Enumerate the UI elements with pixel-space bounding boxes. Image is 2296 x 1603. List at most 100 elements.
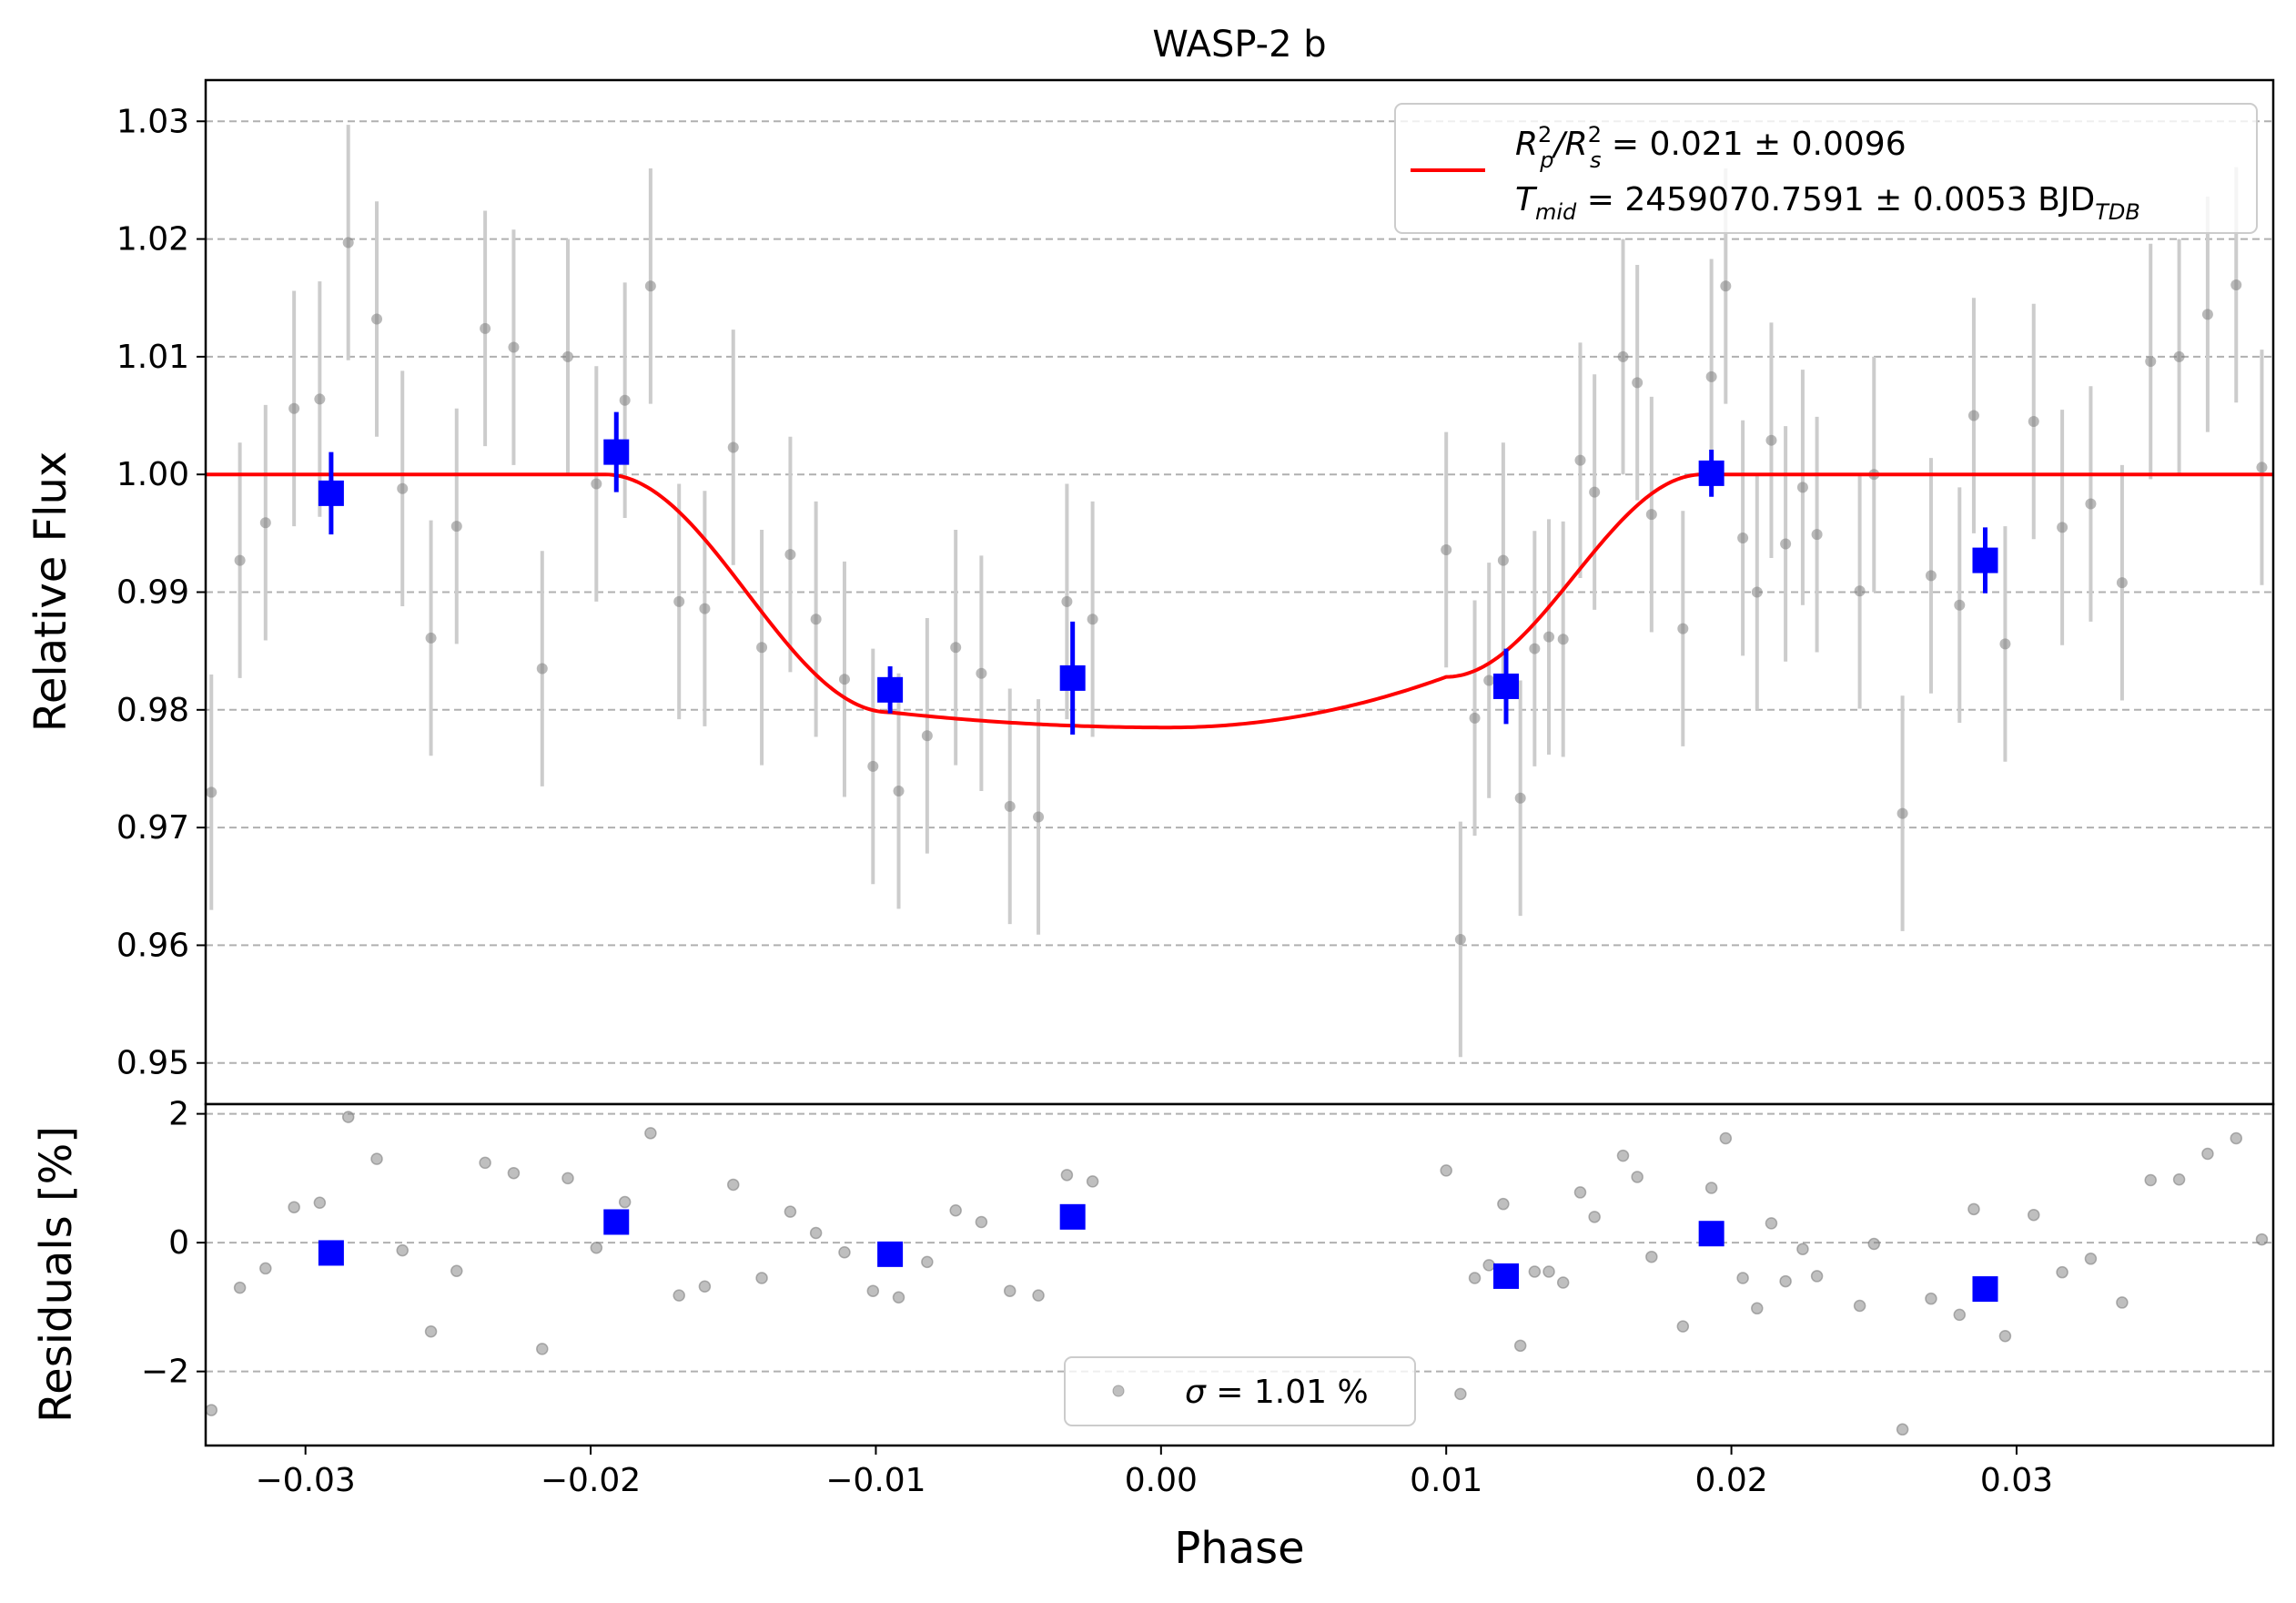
- flux-raw-point: [1705, 370, 1717, 382]
- flux-raw-point: [1543, 631, 1555, 643]
- residuals-raw-point: [341, 1111, 355, 1123]
- flux-legend-box: [1394, 103, 2258, 234]
- x-tick-label: 0.00: [1125, 1462, 1198, 1499]
- flux-binned-point: [1698, 460, 1725, 486]
- flux-raw-point: [536, 663, 548, 675]
- flux-raw-point: [508, 341, 520, 353]
- residuals-raw-point: [370, 1152, 383, 1165]
- flux-raw-point: [397, 482, 409, 494]
- residuals-raw-point: [2056, 1265, 2068, 1279]
- flux-panel: 0.95 0.96 0.97 0.98 0.99 1.00 1.01 1.02 1.03 R2 p…: [116, 78, 2275, 1106]
- residuals-raw-point: [1765, 1217, 1778, 1230]
- flux-binned-point: [318, 480, 344, 506]
- flux-y-tick-label: 1.00: [116, 456, 189, 493]
- flux-y-tick-label: 0.95: [116, 1045, 189, 1082]
- residuals-raw-point: [1967, 1202, 1980, 1216]
- residuals-binned-point: [318, 1240, 344, 1266]
- residuals-raw-point: [1482, 1259, 1495, 1272]
- residuals-legend: σ = 1.01 %: [1064, 1356, 1416, 1426]
- residuals-raw-point: [1528, 1265, 1542, 1278]
- residuals-raw-point: [424, 1325, 438, 1338]
- residuals-raw-point: [1003, 1284, 1017, 1297]
- residuals-raw-point: [507, 1166, 521, 1180]
- flux-y-tick-label: 0.99: [116, 574, 189, 612]
- residuals-raw-point: [1631, 1171, 1644, 1183]
- flux-raw-point: [2085, 498, 2097, 510]
- transit-model-curve: [206, 472, 2273, 730]
- flux-raw-point: [288, 402, 300, 414]
- flux-raw-point: [1896, 807, 1908, 819]
- flux-raw-point: [1617, 350, 1629, 362]
- flux-raw-point: [2028, 416, 2039, 427]
- flux-raw-point: [1811, 529, 1823, 541]
- flux-raw-point: [1033, 811, 1045, 823]
- residuals-raw-point: [1588, 1211, 1601, 1223]
- residuals-raw-point: [1573, 1186, 1587, 1199]
- residuals-raw-point: [2172, 1173, 2186, 1186]
- flux-raw-point: [1854, 585, 1866, 597]
- flux-raw-point: [1087, 614, 1098, 625]
- residuals-raw-point: [450, 1264, 463, 1278]
- residuals-raw-point: [2201, 1147, 2214, 1161]
- residuals-raw-point: [1810, 1270, 1824, 1283]
- flux-raw-point: [1454, 933, 1466, 945]
- x-tick-label: 0.02: [1695, 1462, 1768, 1499]
- flux-raw-point: [1999, 638, 2011, 650]
- x-tick-label: 0.01: [1410, 1462, 1482, 1499]
- residuals-binned-points: [318, 1203, 1998, 1303]
- residuals-panel-frame: [204, 1102, 2275, 1447]
- flux-raw-point: [673, 595, 685, 607]
- residuals-raw-point: [1542, 1265, 1555, 1278]
- flux-raw-point: [1574, 454, 1586, 466]
- residuals-raw-point: [2144, 1173, 2157, 1187]
- residuals-legend-marker: [1112, 1385, 1125, 1397]
- flux-raw-point: [2145, 356, 2157, 368]
- residuals-raw-point: [205, 1404, 218, 1416]
- residuals-raw-point: [755, 1272, 768, 1284]
- x-tick-label: −0.03: [256, 1462, 356, 1499]
- flux-binned-points: [318, 411, 1998, 735]
- residuals-raw-point: [1676, 1320, 1690, 1333]
- flux-raw-point: [1529, 643, 1541, 654]
- flux-raw-point: [644, 280, 656, 292]
- flux-raw-point: [425, 632, 437, 644]
- residuals-raw-point: [1998, 1329, 2012, 1343]
- residuals-raw-point: [233, 1281, 247, 1294]
- residuals-raw-point: [396, 1243, 409, 1257]
- flux-raw-point: [950, 642, 962, 654]
- flux-raw-point: [314, 393, 326, 405]
- flux-raw-point: [756, 642, 768, 654]
- residuals-y-tick-label: 0: [168, 1224, 189, 1262]
- flux-y-tick-label: 1.03: [116, 103, 189, 140]
- residuals-raw-point: [1779, 1274, 1792, 1288]
- residuals-raw-point: [1086, 1175, 1099, 1188]
- residuals-raw-point: [698, 1280, 712, 1293]
- flux-y-tick-label: 1.01: [116, 339, 189, 376]
- residuals-raw-point: [1925, 1292, 1937, 1305]
- flux-raw-point: [1780, 538, 1792, 550]
- flux-raw-point: [867, 760, 879, 772]
- flux-y-tick-label: 0.96: [116, 927, 189, 964]
- residuals-raw-point: [2084, 1253, 2098, 1265]
- residuals-binned-point: [1059, 1203, 1086, 1230]
- flux-raw-point: [1645, 509, 1657, 521]
- residuals-raw-point: [2230, 1131, 2243, 1145]
- flux-raw-point: [1632, 377, 1644, 389]
- flux-raw-point: [1925, 570, 1937, 582]
- flux-raw-point: [1441, 543, 1452, 555]
- flux-raw-points: [206, 237, 2268, 945]
- flux-raw-point: [1796, 482, 1808, 493]
- flux-legend-depth-label: R2 p/R2 s = 0.021 ± 0.0096: [1515, 122, 1907, 173]
- flux-raw-point: [1967, 410, 1979, 421]
- residuals-panel: −2 0 2 σ = 1.01 %: [141, 1096, 2275, 1447]
- residuals-raw-point: [673, 1289, 685, 1302]
- flux-raw-point: [1497, 554, 1509, 566]
- residuals-raw-point: [892, 1291, 905, 1304]
- flux-raw-point: [2201, 309, 2213, 320]
- flux-raw-point: [921, 730, 933, 742]
- flux-raw-point: [810, 614, 822, 625]
- flux-y-tick-label: 0.98: [116, 692, 189, 729]
- flux-binned-point: [603, 439, 630, 465]
- flux-raw-point: [2230, 279, 2242, 290]
- flux-raw-point: [1469, 712, 1481, 724]
